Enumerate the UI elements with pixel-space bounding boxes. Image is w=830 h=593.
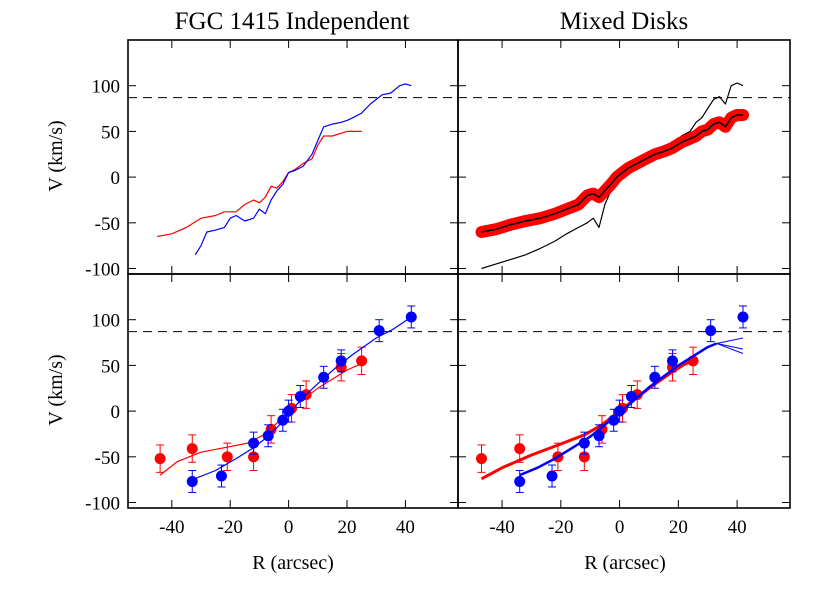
y-tick-label: -50 <box>95 214 120 235</box>
x-tick-label: 40 <box>396 517 415 538</box>
data-point-red <box>221 451 233 463</box>
fit-fan-line-blue <box>716 342 744 350</box>
data-point-blue <box>335 355 347 367</box>
y-tick-label: 0 <box>111 402 121 423</box>
x-tick-label: 20 <box>669 517 688 538</box>
data-point-blue <box>625 390 637 402</box>
data-point-blue <box>283 405 295 417</box>
data-point-blue <box>608 414 620 426</box>
y-tick-label: 100 <box>92 311 121 332</box>
x-tick-label: 40 <box>728 517 747 538</box>
y-tick-label: 50 <box>101 356 120 377</box>
series-line-red <box>157 130 362 238</box>
y-tick-label: 50 <box>101 122 120 143</box>
data-point-blue <box>614 405 626 417</box>
fit-line-red <box>159 363 362 476</box>
series-line-blue <box>194 83 412 256</box>
data-point-blue <box>705 325 717 337</box>
fit-line-blue <box>191 316 412 481</box>
plot-frame <box>127 39 459 275</box>
data-point-blue <box>514 475 526 487</box>
x-tick-label: -20 <box>548 517 573 538</box>
x-tick-label: -40 <box>159 517 184 538</box>
data-point-blue <box>405 311 417 323</box>
data-point-blue <box>186 475 198 487</box>
y-tick-label: -100 <box>85 260 120 281</box>
y-tick-label: -50 <box>95 448 120 469</box>
panel-title-left: FGC 1415 Independent <box>175 8 410 35</box>
panel-top-right <box>457 39 791 275</box>
data-point-blue <box>294 390 306 402</box>
data-point-blue <box>248 437 260 449</box>
plot-frame <box>457 39 791 275</box>
data-point-blue <box>666 355 678 367</box>
panel-title-right: Mixed Disks <box>560 8 688 35</box>
data-point-red <box>476 453 488 465</box>
panel-top-left: -100 -50 0 50 100 <box>85 39 459 281</box>
data-point-blue <box>578 437 590 449</box>
x-tick-label: 20 <box>338 517 357 538</box>
data-point-red <box>154 453 166 465</box>
data-point-blue <box>593 430 605 442</box>
data-point-blue <box>262 430 274 442</box>
fit-fan-line-blue <box>716 343 744 354</box>
panel-bottom-right: -40 -20 0 20 40 <box>457 273 791 538</box>
y-tick-label: 0 <box>111 168 121 189</box>
panel-bottom-left: -100 -50 0 50 100 -40 -20 0 20 40 <box>85 273 459 538</box>
x-tick-label: -40 <box>489 517 514 538</box>
fit-line-blue <box>519 342 717 477</box>
data-point-red <box>356 355 368 367</box>
fit-fan-line-blue <box>716 337 744 344</box>
data-point-red <box>514 443 526 455</box>
x-tick-label: 0 <box>615 517 625 538</box>
data-point-blue <box>737 311 749 323</box>
y-axis-label-bottom: V (km/s) <box>45 354 67 425</box>
y-tick-label: -100 <box>85 494 120 515</box>
series-line-red-center <box>481 114 743 233</box>
uncertainty-band-red <box>475 109 749 238</box>
y-tick-label: 100 <box>92 77 121 98</box>
data-point-red <box>186 443 198 455</box>
x-axis-label-left: R (arcsec) <box>252 552 334 574</box>
x-tick-label: -20 <box>218 517 243 538</box>
data-point-blue <box>318 371 330 383</box>
x-tick-label: 0 <box>284 517 294 538</box>
plot-frame <box>127 273 459 509</box>
x-axis-label-right: R (arcsec) <box>584 552 666 574</box>
data-point-blue <box>215 470 227 482</box>
data-point-blue <box>546 470 558 482</box>
data-point-blue <box>373 325 385 337</box>
y-axis-label-top: V (km/s) <box>45 120 67 191</box>
data-point-blue <box>277 414 289 426</box>
data-point-blue <box>649 371 661 383</box>
plot-frame <box>457 273 791 509</box>
